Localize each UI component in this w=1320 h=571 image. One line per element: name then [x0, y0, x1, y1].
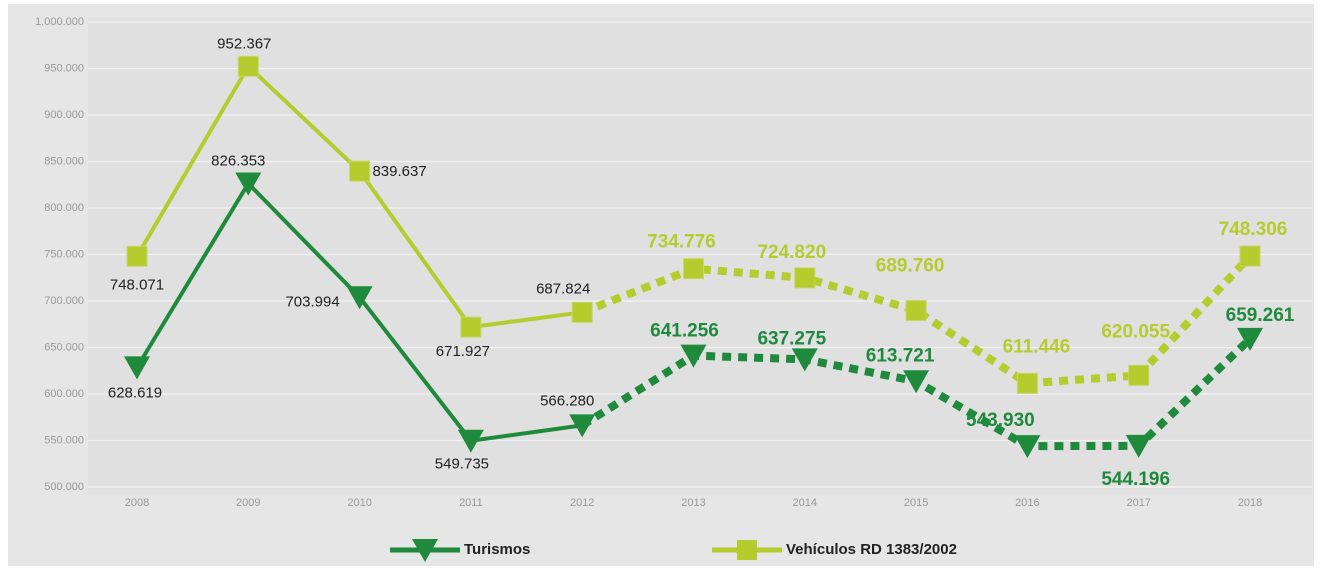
marker: [126, 245, 148, 267]
x-tick-label: 2013: [681, 497, 705, 509]
y-tick-label: 600.000: [44, 388, 84, 400]
marker: [457, 429, 484, 453]
marker: [794, 267, 816, 289]
marker: [680, 344, 707, 368]
data-label: 826.353: [211, 152, 265, 169]
x-tick-label: 2015: [904, 497, 928, 509]
data-label: 748.306: [1219, 219, 1288, 240]
marker: [349, 160, 371, 182]
data-label: 839.637: [372, 163, 426, 180]
legend-label: Vehículos RD 1383/2002: [786, 541, 957, 558]
data-label: 613.721: [866, 345, 935, 366]
data-label: 544.196: [1101, 469, 1170, 490]
x-tick-label: 2009: [236, 497, 260, 509]
y-tick-label: 1.000.000: [35, 16, 84, 28]
data-label: 637.275: [757, 328, 826, 349]
data-label: 748.071: [110, 276, 164, 293]
marker: [791, 348, 818, 372]
marker: [1125, 434, 1152, 458]
y-tick-label: 950.000: [44, 62, 84, 74]
marker: [1016, 372, 1038, 394]
data-label: 641.256: [650, 321, 719, 342]
data-label: 543.930: [966, 410, 1035, 431]
data-label: 734.776: [647, 232, 716, 253]
plot-area: [88, 18, 1312, 494]
x-tick-label: 2016: [1015, 497, 1039, 509]
y-tick-label: 800.000: [44, 202, 84, 214]
data-label: 549.735: [435, 456, 489, 473]
data-label: 620.055: [1101, 321, 1170, 342]
x-tick-label: 2014: [793, 497, 817, 509]
x-tick-label: 2010: [347, 497, 371, 509]
marker: [124, 356, 150, 380]
marker: [683, 258, 704, 280]
data-label: 687.824: [536, 280, 590, 297]
y-tick-label: 750.000: [44, 248, 84, 260]
marker: [346, 286, 373, 310]
marker: [1237, 327, 1263, 351]
marker: [460, 316, 482, 338]
data-label: 724.820: [757, 242, 826, 263]
data-label: 659.261: [1226, 305, 1295, 326]
y-tick-label: 500.000: [44, 481, 84, 493]
x-tick-label: 2008: [125, 497, 149, 509]
data-label: 689.760: [876, 256, 945, 277]
data-label: 952.367: [217, 35, 271, 52]
marker: [571, 301, 593, 323]
marker: [1014, 435, 1041, 459]
data-label: 703.994: [285, 293, 339, 310]
data-label: 628.619: [108, 384, 162, 401]
legend-marker: [412, 539, 438, 562]
marker: [1239, 245, 1261, 267]
marker: [569, 414, 596, 438]
legend-label: Turismos: [464, 541, 530, 558]
legend-marker: [737, 540, 757, 560]
x-tick-label: 2011: [459, 497, 483, 509]
data-label: 611.446: [1003, 336, 1071, 357]
x-tick-label: 2012: [570, 497, 594, 509]
marker: [237, 55, 259, 77]
x-tick-label: 2017: [1126, 497, 1150, 509]
data-label: 566.280: [540, 392, 594, 409]
y-tick-label: 900.000: [44, 109, 84, 121]
y-tick-label: 650.000: [44, 341, 84, 353]
marker: [1128, 364, 1150, 386]
data-label: 671.927: [436, 343, 490, 360]
marker: [235, 172, 262, 196]
marker: [903, 370, 930, 394]
marker: [905, 300, 927, 322]
y-tick-label: 850.000: [44, 155, 84, 167]
y-tick-label: 550.000: [44, 434, 84, 446]
y-tick-label: 700.000: [44, 295, 84, 307]
x-tick-label: 2018: [1238, 497, 1262, 509]
